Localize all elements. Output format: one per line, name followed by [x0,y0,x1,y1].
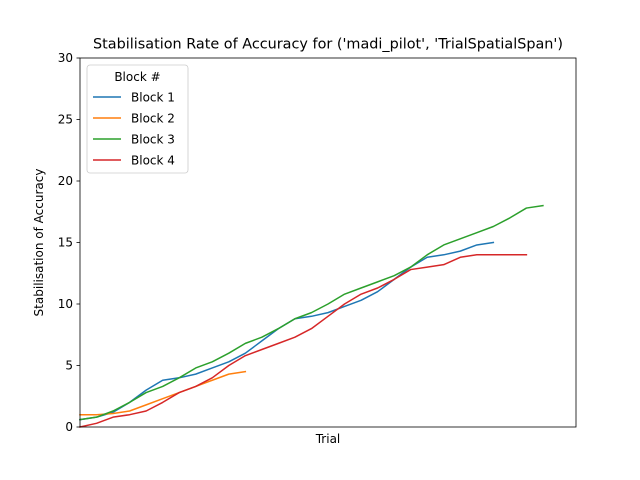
legend-entries: Block 1 Block 2 Block 3 Block 4 [93,91,175,168]
y-tick-label: 10 [58,297,73,311]
y-tick-label: 0 [65,420,73,434]
y-tick-label: 30 [58,51,73,65]
legend-title: Block # [114,70,160,84]
series-line-block-2 [79,370,247,416]
series-line-block-4 [79,254,528,428]
legend-label-block-3: Block 3 [131,133,175,147]
x-axis-label: Trial [315,432,341,446]
legend: Block # Block 1 Block 2 Block 3 Block 4 [86,64,189,174]
chart-title: Stabilisation Rate of Accuracy for ('mad… [93,37,563,53]
legend-box [86,64,189,174]
legend-label-block-4: Block 4 [131,154,175,168]
y-tick-label: 5 [65,359,73,373]
y-axis: 0 5 10 15 20 25 30 [58,51,80,434]
legend-label-block-2: Block 2 [131,112,175,126]
y-tick-label: 25 [58,113,73,127]
series-line-block-3 [79,204,544,421]
series-layer [79,204,544,428]
y-tick-label: 20 [58,174,73,188]
y-tick-label: 15 [58,236,73,250]
y-axis-label: Stabilisation of Accuracy [32,169,46,317]
legend-label-block-1: Block 1 [131,91,175,105]
